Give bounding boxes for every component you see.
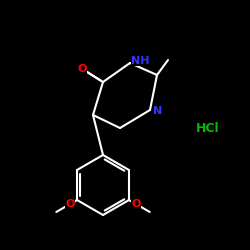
Text: O: O — [65, 199, 75, 209]
Text: N: N — [154, 106, 162, 116]
Text: NH: NH — [131, 56, 149, 66]
Text: O: O — [77, 64, 87, 74]
Text: O: O — [131, 199, 141, 209]
Text: HCl: HCl — [196, 122, 220, 134]
